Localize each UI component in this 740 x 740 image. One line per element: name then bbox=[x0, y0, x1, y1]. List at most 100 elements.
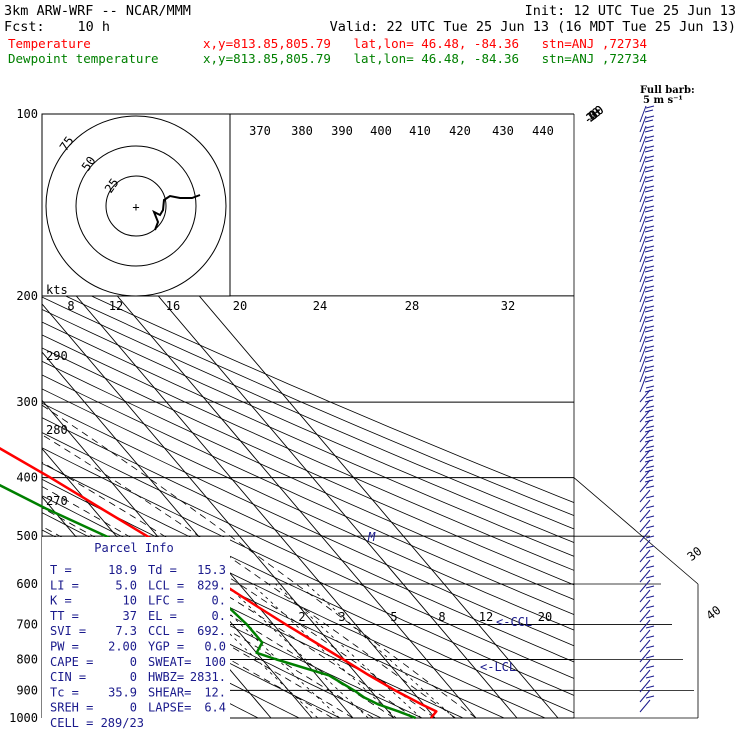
mixing-ratio-label-200: 24 bbox=[313, 299, 327, 313]
wind-barb-staff bbox=[639, 355, 647, 373]
wind-barb bbox=[639, 535, 655, 553]
wind-barb-flag bbox=[645, 505, 655, 509]
isotherm-label-right: 40 bbox=[704, 603, 724, 623]
parcel-info-key: TT = bbox=[50, 609, 79, 623]
wind-barb-staff bbox=[639, 365, 647, 383]
wind-barb-flag bbox=[645, 575, 655, 579]
hodograph-trace bbox=[152, 194, 201, 231]
dry-adiabat bbox=[42, 334, 574, 571]
dry-adiabat bbox=[42, 374, 574, 616]
wind-barb-flag bbox=[645, 225, 655, 229]
wind-barb-staff bbox=[639, 375, 647, 393]
wind-barb bbox=[639, 345, 655, 363]
wind-barb-staff bbox=[639, 549, 651, 563]
forecast-label: Fcst: bbox=[4, 19, 45, 35]
parcel-info-key: SREH = bbox=[50, 701, 93, 715]
wind-barb-staff bbox=[639, 175, 647, 193]
wind-barb-flag bbox=[645, 105, 655, 109]
wind-barb-flag bbox=[645, 185, 655, 189]
wind-barb-staff bbox=[639, 419, 651, 433]
dry-adiabat bbox=[42, 360, 574, 600]
wind-barb-staff bbox=[639, 659, 651, 673]
wind-barb bbox=[639, 695, 655, 713]
wind-barb-flag bbox=[644, 149, 654, 153]
wind-barb bbox=[639, 665, 655, 683]
wind-barb-staff bbox=[639, 619, 651, 633]
wind-barb bbox=[639, 235, 655, 253]
wind-barb bbox=[639, 145, 655, 163]
parcel-info-value: 0.0 bbox=[204, 640, 226, 654]
wind-barb-flag bbox=[644, 479, 654, 483]
wind-barb-staff bbox=[639, 145, 647, 163]
theta-label: 400 bbox=[370, 124, 392, 138]
wind-barb-staff bbox=[639, 295, 647, 313]
wind-barb-flag bbox=[644, 239, 654, 243]
wind-barb-staff bbox=[639, 155, 647, 173]
wind-barb bbox=[639, 565, 655, 583]
wind-barb-flag bbox=[645, 375, 655, 379]
wind-barb-staff bbox=[639, 489, 651, 503]
mixing-ratio-label-700: 8 bbox=[438, 610, 445, 624]
wind-barb-flag bbox=[645, 125, 655, 129]
wind-barb-staff bbox=[639, 345, 647, 363]
wind-barb-flag bbox=[645, 335, 655, 339]
wind-barb-flag bbox=[645, 305, 655, 309]
dry-adiabat bbox=[42, 284, 574, 517]
parcel-info-key: Td = bbox=[148, 563, 177, 577]
wind-barb-staff bbox=[639, 689, 651, 703]
wind-barb-flag bbox=[645, 435, 655, 439]
parcel-info-value: 35.9 bbox=[108, 685, 137, 699]
pressure-tick-label: 300 bbox=[16, 395, 38, 409]
dewpoint-line bbox=[0, 483, 417, 720]
parcel-info-key: LI = bbox=[50, 578, 79, 592]
wind-barb bbox=[639, 635, 655, 653]
wind-barb-flag bbox=[644, 249, 654, 253]
wind-barb-staff bbox=[639, 325, 647, 343]
parcel-info-key: CIN = bbox=[50, 670, 86, 684]
wind-barb-flag bbox=[644, 419, 654, 423]
parcel-info-value: 37 bbox=[123, 609, 137, 623]
wind-barbs bbox=[639, 105, 655, 713]
mixing-ratio-label-700: 3 bbox=[338, 610, 345, 624]
wind-barb bbox=[639, 515, 655, 533]
wind-barb-flag bbox=[644, 289, 654, 293]
wind-barb-flag bbox=[645, 665, 655, 669]
mixing-ratio-line bbox=[251, 583, 397, 719]
theta-label: 380 bbox=[291, 124, 313, 138]
wind-barb bbox=[639, 185, 655, 203]
wind-barb-flag bbox=[645, 615, 655, 619]
wind-barb-staff bbox=[639, 225, 647, 243]
wind-barb-flag bbox=[645, 165, 655, 169]
parcel-info-key: CCL = bbox=[148, 624, 184, 638]
wind-barb-flag bbox=[644, 299, 654, 303]
dry-adiabat bbox=[42, 272, 574, 503]
parcel-info-key: CAPE = bbox=[50, 655, 93, 669]
dry-adiabat bbox=[42, 432, 574, 679]
mixing-ratio-label-200: 28 bbox=[405, 299, 419, 313]
mixing-ratio-label-700: 5 bbox=[390, 610, 397, 624]
wind-barb bbox=[639, 325, 655, 343]
pressure-tick-label: 500 bbox=[16, 529, 38, 543]
wind-barb-staff bbox=[639, 639, 651, 653]
wind-barb-staff bbox=[639, 459, 651, 473]
wind-barb-staff bbox=[639, 205, 647, 223]
mixing-ratio-label-200: 20 bbox=[233, 299, 247, 313]
wind-barb bbox=[639, 245, 655, 263]
wind-barb-flag bbox=[645, 195, 655, 199]
wind-barb-staff bbox=[639, 669, 651, 683]
wind-barb bbox=[639, 405, 655, 423]
hodograph-ring-label: 25 bbox=[102, 176, 122, 196]
wind-barb-flag bbox=[644, 169, 654, 173]
wind-barb-flag bbox=[644, 329, 654, 333]
wind-barb-staff bbox=[639, 285, 647, 303]
parcel-info-value: 692. bbox=[197, 624, 226, 638]
wind-barb-staff bbox=[639, 399, 651, 413]
wind-barb bbox=[639, 105, 655, 123]
wind-barb-staff bbox=[639, 389, 651, 403]
wind-barb-flag bbox=[644, 269, 654, 273]
wind-barb-staff bbox=[639, 569, 651, 583]
wind-barb-flag bbox=[644, 469, 654, 473]
mixing-ratio-label-200: 8 bbox=[67, 299, 74, 313]
parcel-info-key: Tc = bbox=[50, 685, 79, 699]
